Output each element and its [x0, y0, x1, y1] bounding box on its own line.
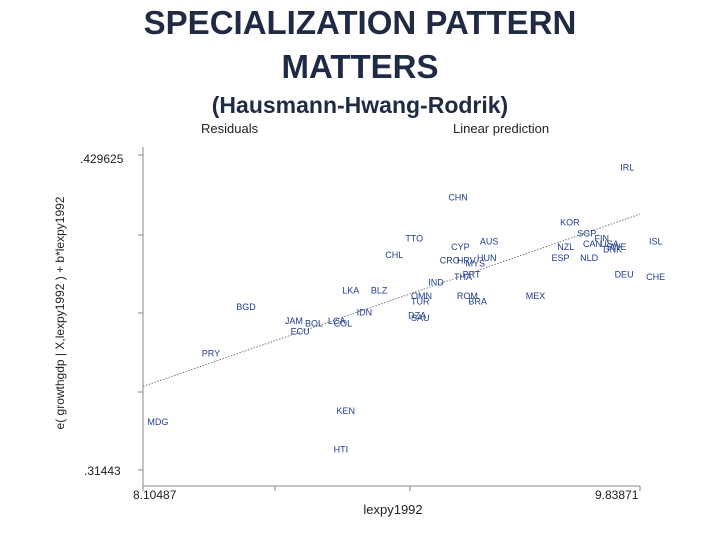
y-axis-label: e( growthgdp | X,lexpy1992 ) + b*lexpy19…	[53, 196, 67, 429]
point-label-aus: AUS	[480, 236, 499, 246]
legend-linear-prediction: Linear prediction	[453, 121, 549, 136]
point-label-swe: SWE	[606, 242, 627, 252]
point-label-mdg: MDG	[147, 417, 168, 427]
point-label-lca: LCA	[328, 316, 346, 326]
point-label-col: COL	[334, 319, 353, 329]
point-label-prt: PRT	[463, 269, 481, 279]
point-label-bol: BOL	[305, 319, 323, 329]
point-label-fin: FIN	[595, 234, 610, 244]
point-label-idn: IDN	[357, 308, 373, 318]
point-label-blz: BLZ	[371, 286, 388, 296]
point-label-tur: TUR	[411, 297, 430, 307]
point-label-bgd: BGD	[236, 302, 256, 312]
point-label-pry: PRY	[202, 349, 220, 359]
point-label-nld: NLD	[580, 253, 599, 263]
point-label-dnk: DNK	[603, 245, 622, 255]
point-label-ecu: ECU	[291, 327, 310, 337]
point-label-omn: OMN	[411, 291, 432, 301]
slide-title-line-2: MATTERS	[281, 48, 439, 85]
y-tick-label-bottom: .31443	[84, 464, 121, 478]
point-label-deu: DEU	[615, 269, 634, 279]
point-label-jam: JAM	[285, 316, 303, 326]
point-label-tto: TTO	[405, 234, 423, 244]
point-label-chl: CHL	[385, 250, 403, 260]
point-label-chn: CHN	[448, 193, 468, 203]
point-label-lka: LKA	[342, 286, 359, 296]
point-label-mex: MEX	[526, 291, 546, 301]
point-label-nzl: NZL	[557, 242, 574, 252]
point-label-dza: DZA	[408, 310, 426, 320]
x-axis-label: lexpy1992	[363, 502, 422, 517]
point-label-kor: KOR	[560, 217, 580, 227]
slide-subtitle: (Hausmann-Hwang-Rodrik)	[211, 92, 509, 118]
point-label-ind: IND	[428, 277, 444, 287]
point-label-hun: HUN	[477, 253, 497, 263]
y-tick-label-top: .429625	[80, 152, 124, 166]
point-label-hrv: HRV	[457, 256, 476, 266]
x-tick-label-right: 9.83871	[595, 488, 639, 502]
point-label-sgp: SGP	[577, 228, 596, 238]
point-label-esp: ESP	[552, 253, 570, 263]
x-tick-label-left: 8.10487	[133, 488, 177, 502]
slide-title-line-1: SPECIALIZATION PATTERN	[143, 4, 577, 41]
point-label-isl: ISL	[649, 236, 663, 246]
point-label-can: CAN	[583, 239, 602, 249]
point-label-irl: IRL	[620, 163, 634, 173]
point-label-tha: THA	[454, 272, 472, 282]
point-label-hti: HTI	[334, 444, 349, 454]
legend-residuals: Residuals	[201, 121, 259, 136]
point-label-cro: CRO	[440, 256, 460, 266]
point-label-mys: MYS	[466, 258, 486, 268]
linear-prediction-line	[142, 213, 641, 387]
point-label-rom: ROM	[457, 291, 478, 301]
point-label-sau: SAU	[411, 313, 430, 323]
point-label-bra: BRA	[468, 297, 487, 307]
point-label-che: CHE	[646, 272, 665, 282]
point-label-ken: KEN	[337, 406, 356, 416]
point-label-usa: USA	[600, 239, 619, 249]
point-label-cyp: CYP	[451, 242, 470, 252]
